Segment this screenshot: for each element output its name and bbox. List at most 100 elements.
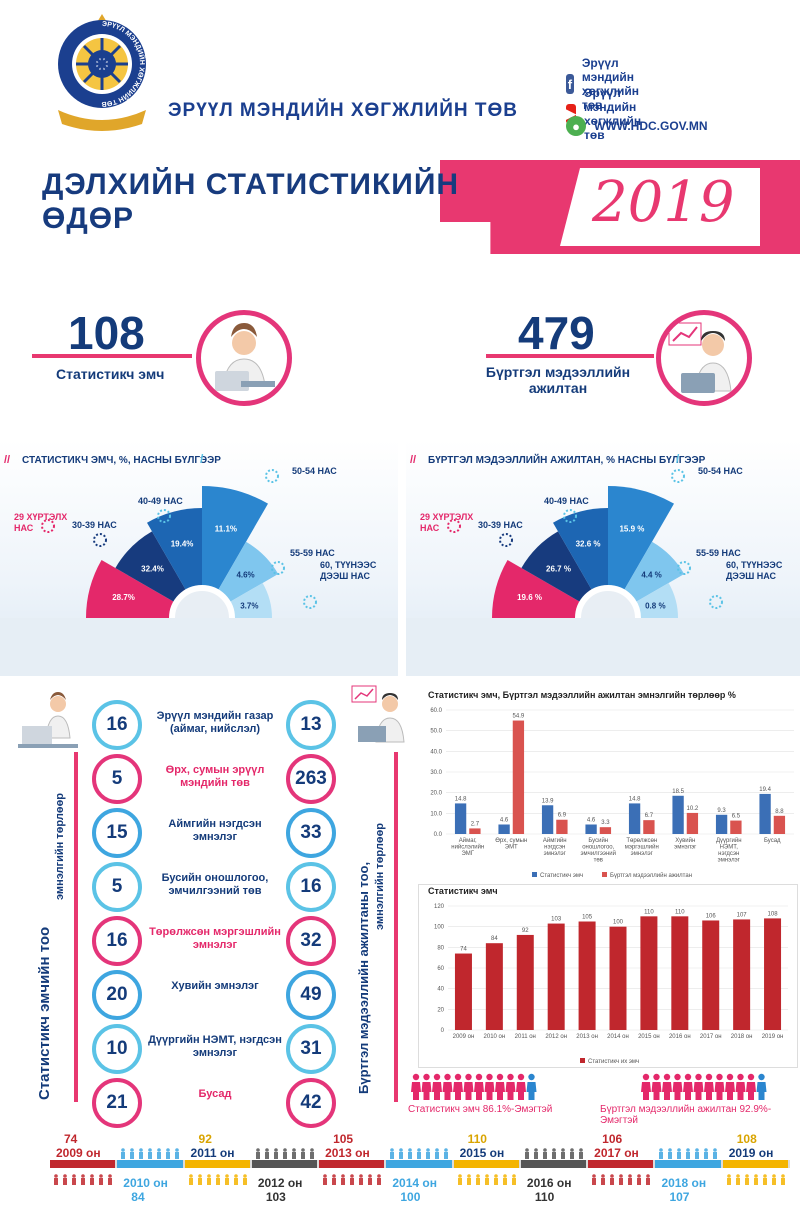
person-head	[197, 1174, 202, 1178]
timeline-year: 2013 он	[325, 1146, 370, 1160]
yearly-bar-chart: 0 20 40 60 80 100 120 74 2009 он 84 2010 он 92 2011 …	[434, 904, 788, 1065]
timeline-value: 103	[265, 1190, 286, 1204]
bar-value-label: 4.6	[500, 817, 509, 823]
person-head	[188, 1174, 193, 1178]
timeline-people	[592, 1174, 651, 1185]
x-tick-label: нийслэлийн	[451, 844, 484, 851]
person-head	[592, 1174, 596, 1178]
person-head	[704, 1148, 709, 1152]
person-body	[484, 1178, 489, 1185]
person-body	[569, 1152, 574, 1159]
x-tick-label: нэгдсэн	[544, 845, 565, 851]
hospital-type-label: Хувийн эмнэлэг	[171, 980, 259, 992]
person-head	[637, 1174, 641, 1178]
social-link-2[interactable]: ● WWW.HDC.GOV.MN	[566, 116, 708, 136]
person-head	[561, 1148, 565, 1152]
staff-avatar	[656, 310, 752, 406]
y-tick-label: 0.0	[434, 832, 443, 838]
social-link-0[interactable]: f Эрүүл мэндийн хөгжлийн төв	[566, 56, 651, 112]
person-body	[273, 1152, 278, 1159]
doctors-count-circle: 20	[92, 970, 142, 1020]
person-head	[525, 1148, 529, 1152]
bar	[764, 918, 782, 1030]
bar	[671, 916, 689, 1030]
age-dot	[157, 509, 171, 523]
person-head	[444, 1073, 451, 1081]
x-tick-label: Төрөлжсөн	[626, 838, 657, 844]
person-body	[516, 1082, 526, 1100]
person-head	[517, 1073, 525, 1081]
person-body	[300, 1152, 305, 1159]
person-head	[726, 1174, 731, 1178]
x-tick-label: оношлогоо,	[582, 845, 614, 851]
person-head	[570, 1148, 574, 1152]
person-head	[72, 1174, 76, 1178]
person-body	[444, 1152, 449, 1159]
person-body	[99, 1178, 103, 1185]
y-tick-label: 0	[441, 1028, 445, 1034]
hdc-logo: ЭРҮҮЛ МЭНДИЙН ХӨГЖЛИЙН ТӨВ	[48, 12, 156, 134]
age-chart-title: СТАТИСТИКЧ ЭМЧ, %, НАСНЫ БҮЛГЭЭР	[22, 455, 221, 466]
person-body	[735, 1178, 740, 1185]
bar-value-label: 100	[613, 920, 624, 926]
person-head	[399, 1148, 404, 1152]
bar-value-label: 107	[737, 912, 748, 918]
person-body	[332, 1178, 337, 1185]
timeline-value: 84	[131, 1190, 145, 1204]
age-dot	[93, 533, 107, 547]
person-head	[465, 1073, 472, 1081]
y-tick-label: 60.0	[430, 708, 442, 714]
legend-swatch	[602, 872, 607, 877]
bar-value-label: 10.2	[687, 806, 699, 812]
person-body	[309, 1152, 314, 1159]
age-dot	[265, 469, 279, 483]
y-tick-label: 30.0	[430, 770, 442, 776]
person-head	[423, 1073, 430, 1081]
x-tick-label: ЭМТ	[505, 845, 518, 851]
bar	[585, 824, 597, 834]
person-head	[653, 1073, 660, 1081]
org-title: ЭРҮҮЛ МЭНДИЙН ХӨГЖЛИЙН ТӨВ	[168, 100, 518, 121]
social-link-label: WWW.HDC.GOV.MN	[594, 119, 708, 133]
person-head	[663, 1073, 671, 1081]
social-link-1[interactable]: ▶ Эрүүл мэндийн хөгжлийн төв	[566, 86, 651, 142]
left-vertical-title-1: Статистикч эмчийн тоо	[36, 926, 53, 1100]
left-vertical-title-2: эмнэлгийн төрлөөр	[54, 792, 66, 900]
timeline-value: 108	[736, 1132, 757, 1146]
right-vertical-title-1: Бүртгэл мэдээллийн ажилтаны тоо,	[356, 861, 371, 1094]
person-body	[390, 1152, 395, 1159]
timeline-segment	[117, 1160, 183, 1168]
person-head	[332, 1174, 336, 1178]
timeline-year: 2017 он	[594, 1146, 639, 1160]
person-head	[457, 1174, 462, 1178]
person-body	[714, 1082, 725, 1100]
person-body	[693, 1082, 704, 1100]
age-value-label: 28.7%	[112, 593, 135, 602]
y-tick-label: 80	[437, 945, 444, 951]
person-head	[148, 1148, 153, 1152]
bar	[541, 805, 554, 834]
x-tick-label: 2015 он	[638, 1034, 660, 1040]
staff-count-circle: 42	[286, 1078, 336, 1128]
person-head	[735, 1174, 740, 1178]
person-head	[579, 1148, 583, 1152]
hospital-type-label: Дүүргийн НЭМТ, нэгдсэн эмнэлэг	[148, 1034, 282, 1059]
age-dot	[677, 561, 691, 575]
x-tick-label: Хувийн	[675, 837, 695, 844]
age-group-label: 30-39 НАС	[72, 520, 117, 530]
x-tick-label: эмнэлэг	[631, 851, 654, 857]
person-body	[628, 1178, 633, 1185]
person-body	[435, 1152, 440, 1159]
doctors-gender-caption: Статистикч эмч 86.1%-Эмэгтэй	[408, 1104, 553, 1115]
bar-value-label: 92	[522, 928, 529, 934]
person-body	[242, 1178, 247, 1185]
legend-swatch	[532, 872, 537, 877]
x-tick-label: 2016 он	[669, 1034, 691, 1040]
bar	[628, 803, 641, 834]
hospital-type-label: Эрүүл мэндийн газар (аймаг, нийслэл)	[156, 710, 274, 735]
person-body	[511, 1178, 516, 1185]
year-box	[560, 168, 760, 246]
y-tick-label: 100	[434, 925, 445, 931]
person-body	[350, 1178, 355, 1185]
person-head	[63, 1174, 67, 1178]
